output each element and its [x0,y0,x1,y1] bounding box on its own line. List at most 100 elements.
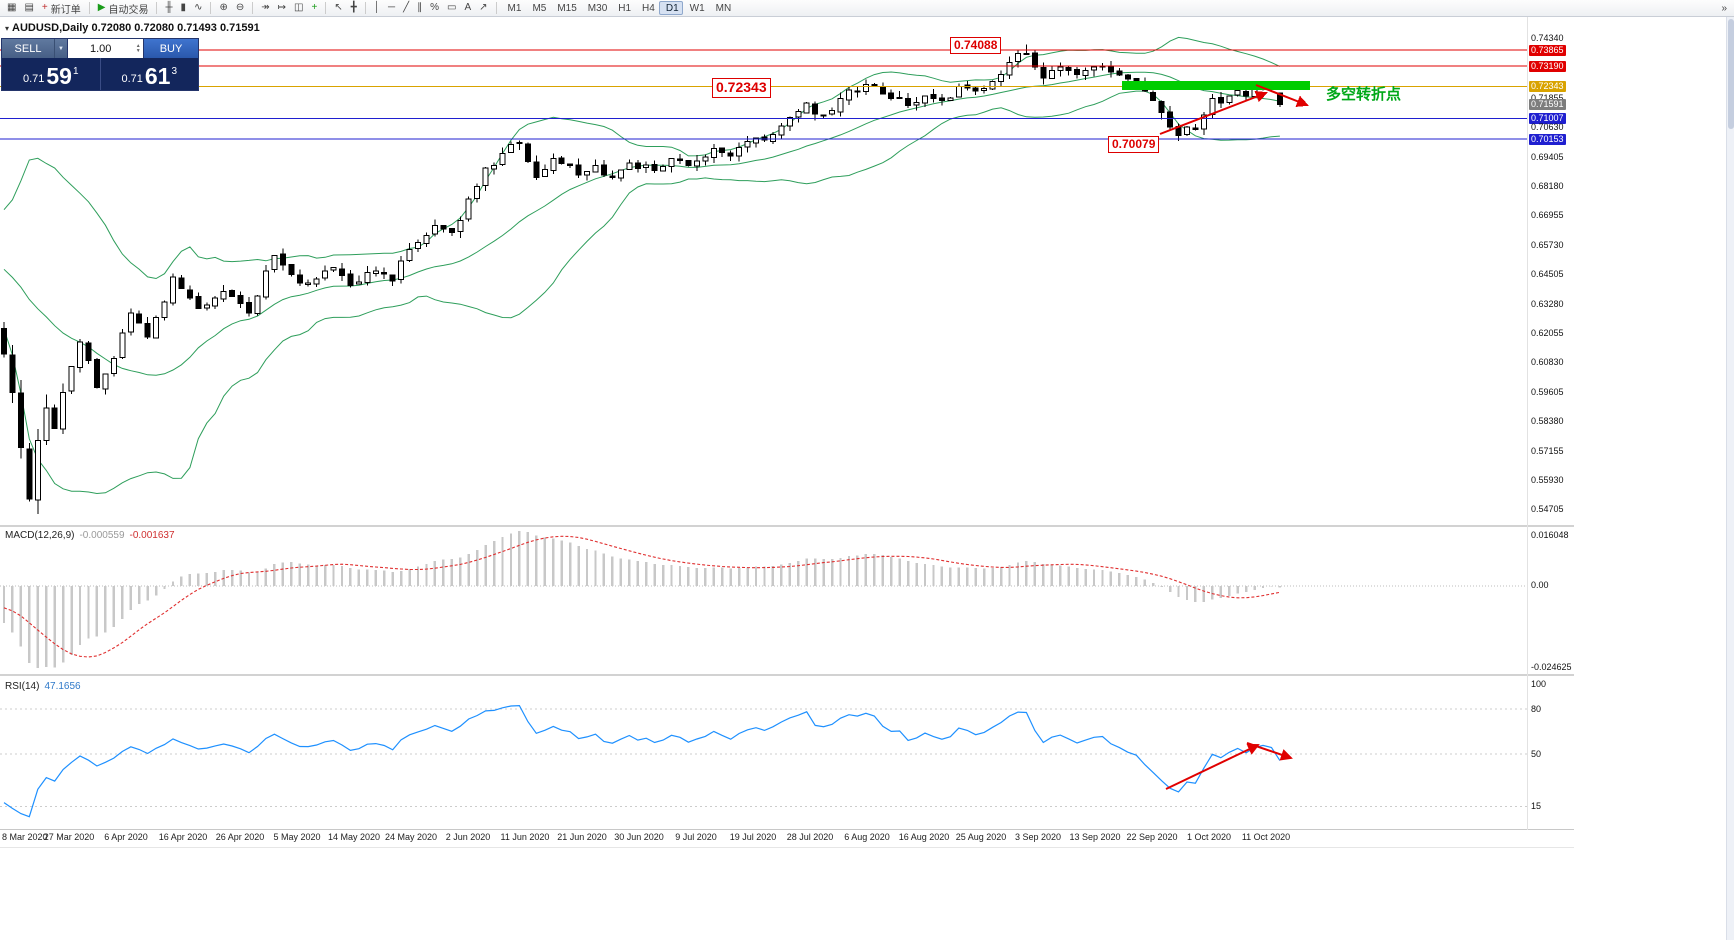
timeframe-d1[interactable]: D1 [658,1,683,15]
new-chart-button[interactable]: ▦ [3,1,20,15]
macd-signal-line [3,535,1281,658]
timeframe-m1[interactable]: M1 [501,1,526,15]
auto-trading-button[interactable]: ▶ 自动交易 [94,1,153,16]
timeframe-h1[interactable]: H1 [611,1,635,15]
chevron-down-icon: ▼ [58,45,64,52]
date-label: 14 May 2020 [327,832,381,842]
crosshair-button[interactable]: ╋ [347,1,361,15]
tile-windows-icon: ◫ [294,2,304,13]
panel-separator[interactable] [0,525,1574,527]
price-axis-label: 0.66955 [1531,210,1564,221]
price-axis-label: 0.70630 [1531,122,1564,133]
timeframe-h1-label: H1 [618,2,632,14]
rsi-trend-arrow[interactable] [1165,743,1260,790]
line-chart-button[interactable]: ∿ [190,1,206,15]
cursor-button[interactable]: ↖ [330,1,346,15]
buy-price-display[interactable]: 0.71 61 3 [101,58,199,90]
tile-windows-button[interactable]: ◫ [290,1,307,15]
new-order-button[interactable]: + 新订单 [38,1,85,16]
sell-price-display[interactable]: 0.71 59 1 [2,58,101,90]
toolbar-separator [210,2,212,14]
price-axis-label: 0.65730 [1531,239,1564,250]
toolbar-separator [364,2,366,14]
rsi-value: 47.1656 [44,681,81,692]
timeframe-m5[interactable]: M5 [525,1,550,15]
buy-price-sup: 3 [171,66,178,77]
date-label: 27 Mar 2020 [43,832,95,842]
toolbar-separator [495,2,497,14]
collapse-arrow-icon[interactable]: ▾ [5,24,10,33]
chart-shift-button[interactable]: ↦ [274,1,290,15]
one-click-trading-panel: SELL ▼ ▲ ▼ BUY 0.71 59 1 0.71 61 [1,38,199,91]
auto-scroll-button[interactable]: ↠ [257,1,273,15]
bollinger-lower-band [3,90,1280,495]
ohlc-values: 0.72080 0.72080 0.71493 0.71591 [91,22,260,34]
channel-button[interactable]: ∥ [413,1,426,15]
fibonacci-button[interactable]: % [426,1,443,15]
sell-options-dropdown[interactable]: ▼ [54,39,67,58]
toolbar-separator [252,2,254,14]
volume-field: ▲ ▼ [67,39,144,58]
timeframe-mn[interactable]: MN [709,1,736,15]
volume-stepper[interactable]: ▲ ▼ [133,42,143,54]
candlestick-chart-button[interactable]: ▮ [177,1,191,15]
timeframe-m30[interactable]: M30 [581,1,611,15]
indicators-button[interactable]: + [307,1,321,15]
price-axis-label: 0.62055 [1531,327,1564,338]
date-label: 13 Sep 2020 [1069,832,1121,842]
bar-chart-button[interactable]: ╫ [161,1,176,15]
vertical-line-button[interactable]: │ [370,1,384,15]
timeframe-m5-label: M5 [532,2,547,14]
macd-panel[interactable] [0,527,1530,674]
date-label: 1 Oct 2020 [1186,832,1232,842]
text-icon: A [464,2,472,13]
macd-indicator-header: MACD(12,26,9) -0.000559 -0.001637 [5,530,180,541]
price-axis[interactable]: 0.74340 0.73865 0.73190 0.72343 0.71855 0.715… [1528,0,1574,850]
price-callout-label[interactable]: 0.74088 [950,37,1002,54]
rsi-trend-arrow[interactable] [1246,742,1293,761]
bull-candles [34,53,1266,501]
vertical-scrollbar[interactable] [1726,17,1734,940]
timeframe-w1[interactable]: W1 [683,1,709,15]
date-label: 3 Sep 2020 [1014,832,1062,842]
timeframe-m15[interactable]: M15 [550,1,580,15]
text-label-button[interactable]: A [460,1,475,15]
trendline-button[interactable]: ╱ [399,1,413,15]
price-axis-label: 0.59605 [1531,386,1564,397]
price-axis-label: 0.58380 [1531,416,1564,427]
annotation-text[interactable]: 多空转折点 [1326,86,1402,103]
date-label: 16 Aug 2020 [898,832,950,842]
rsi-panel[interactable] [0,677,1530,829]
zoom-in-button[interactable]: ⊕ [215,1,231,15]
resistance-zone-rect[interactable] [1122,81,1310,91]
buy-button[interactable]: BUY [144,39,198,58]
horizontal-line-button[interactable]: ─ [384,1,399,15]
volume-down-icon[interactable]: ▼ [135,47,141,54]
main-price-chart[interactable] [0,17,1530,525]
volume-input[interactable] [68,42,134,55]
volume-up-icon[interactable]: ▲ [135,42,141,49]
arrow-object-button[interactable]: ↗ [475,1,491,15]
price-axis-label: 0.55930 [1531,474,1564,485]
toolbar-more-icon[interactable]: » [1721,2,1727,14]
time-axis[interactable]: 8 Mar 2020 27 Mar 2020 6 Apr 2020 16 Apr 20… [0,832,1530,846]
trend-arrow[interactable] [1159,91,1268,135]
shapes-button[interactable]: ▭ [443,1,460,15]
price-axis-label: 0.73190 [1529,60,1566,72]
price-callout-label[interactable]: 0.70079 [1108,136,1160,153]
buy-price-big: 61 [144,63,171,90]
timeframe-h4[interactable]: H4 [635,1,659,15]
horizontal-line-icon: ─ [387,2,396,13]
price-axis-label: 0.57155 [1531,445,1564,456]
price-callout-label[interactable]: 0.72343 [712,78,771,98]
panel-separator[interactable] [0,674,1574,676]
sell-price-big: 59 [46,63,72,90]
profiles-button[interactable]: ▤ [20,1,37,15]
sell-button[interactable]: SELL [2,39,54,58]
date-label: 2 Jun 2020 [445,832,491,842]
candles-icon: ▮ [180,2,187,13]
scrollbar-thumb[interactable] [1728,19,1734,129]
zoom-out-button[interactable]: ⊖ [232,1,248,15]
channel-icon: ∥ [417,2,423,13]
trend-arrow[interactable] [1255,84,1309,107]
